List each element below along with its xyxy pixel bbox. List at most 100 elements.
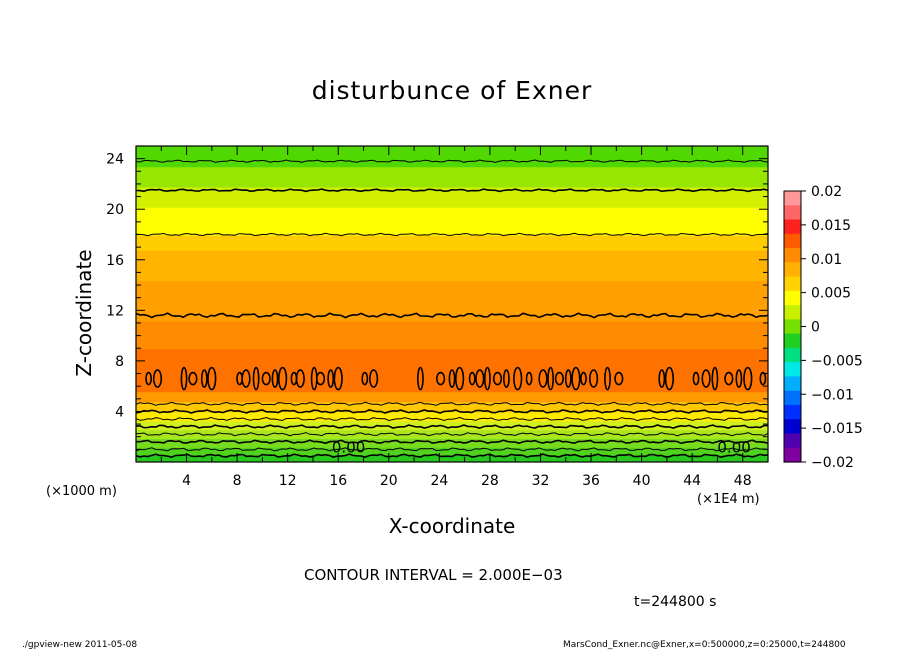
x-axis-ticks: 4 8 12 16 20 24 28 32 36 40 44 48 bbox=[135, 146, 769, 489]
contour-line-9 bbox=[136, 232, 768, 237]
colorbar-segment-2 bbox=[784, 219, 801, 235]
contour-line-1 bbox=[136, 447, 768, 452]
colorbar-segment-18 bbox=[784, 447, 801, 463]
closed-contour-22 bbox=[448, 369, 456, 388]
closed-contour-17 bbox=[333, 366, 343, 391]
closed-contour-3 bbox=[188, 371, 198, 386]
time-label: t=244800 s bbox=[634, 594, 717, 610]
colorbar-label: −0.015 bbox=[811, 421, 863, 437]
band-12 bbox=[136, 233, 768, 251]
contour-line-5 bbox=[136, 416, 768, 422]
y-tick-label: 20 bbox=[106, 202, 124, 218]
x-tick-label: 32 bbox=[532, 473, 550, 489]
closed-contour-46 bbox=[735, 369, 743, 388]
closed-contour-42 bbox=[692, 371, 700, 386]
closed-contour-26 bbox=[483, 366, 491, 391]
footer-right: MarsCond_Exner.nc@Exner,x=0:500000,z=0:2… bbox=[563, 640, 846, 650]
x-tick-label: 44 bbox=[683, 473, 701, 489]
closed-contour-28 bbox=[502, 369, 510, 388]
x-tick-label: 12 bbox=[279, 473, 297, 489]
x-tick-label: 48 bbox=[734, 473, 752, 489]
band-3 bbox=[136, 428, 768, 439]
closed-contour-32 bbox=[547, 366, 554, 391]
x-tick-label: 40 bbox=[633, 473, 651, 489]
band-11 bbox=[136, 248, 768, 281]
x-unit-note: (×1000 m) bbox=[46, 484, 117, 499]
band-2 bbox=[136, 436, 768, 448]
closed-contour-44 bbox=[711, 366, 719, 391]
x-tick-label: 20 bbox=[380, 473, 398, 489]
band-16 bbox=[136, 146, 768, 168]
closed-contour-20 bbox=[416, 366, 424, 391]
closed-contour-16 bbox=[327, 369, 335, 388]
closed-contours bbox=[145, 366, 767, 391]
contour-line-11 bbox=[136, 159, 768, 163]
contour-line-0 bbox=[136, 453, 768, 459]
colorbar-segment-14 bbox=[784, 390, 801, 406]
closed-contour-2 bbox=[180, 366, 188, 391]
colorbar-label: 0.005 bbox=[811, 286, 851, 302]
x-axis-label: X-coordinate bbox=[388, 514, 516, 538]
closed-contour-24 bbox=[468, 371, 476, 386]
x-tick-label: 4 bbox=[182, 473, 191, 489]
plot-frame bbox=[135, 145, 769, 463]
closed-contour-27 bbox=[492, 371, 503, 386]
contour-line-7 bbox=[136, 401, 768, 406]
colorbar-segment-0 bbox=[784, 191, 801, 206]
closed-contour-34 bbox=[564, 369, 572, 388]
y-tick-label: 8 bbox=[115, 354, 124, 370]
closed-contour-18 bbox=[361, 371, 369, 386]
closed-contour-29 bbox=[513, 366, 523, 391]
colorbar-segment-10 bbox=[784, 333, 801, 349]
y-axis-ticks: 4 8 12 16 20 24 bbox=[106, 145, 768, 463]
colorbar-segment-3 bbox=[784, 233, 801, 249]
closed-contour-19 bbox=[369, 369, 379, 388]
colorbar-segment-9 bbox=[784, 319, 801, 335]
colorbar-segment-17 bbox=[784, 433, 801, 449]
contour-label-0: 0.00 bbox=[332, 439, 365, 457]
colorbar-segment-12 bbox=[784, 362, 801, 378]
colorbar-segment-5 bbox=[784, 262, 801, 278]
contour-line-4 bbox=[136, 424, 768, 430]
closed-contour-38 bbox=[604, 366, 611, 391]
heatmap-bands bbox=[136, 146, 768, 462]
band-7 bbox=[136, 390, 768, 403]
colorbar-segment-7 bbox=[784, 290, 801, 306]
chart-title: disturbunce of Exner bbox=[311, 76, 593, 105]
colorbar: 0.02 0.015 0.01 0.005 0 −0.005 −0.01 −0.015 −0.0… bbox=[783, 184, 863, 471]
closed-contour-13 bbox=[295, 369, 305, 388]
y-tick-label: 24 bbox=[106, 152, 124, 168]
band-1 bbox=[136, 445, 768, 456]
contour-line-10 bbox=[136, 188, 768, 193]
closed-contour-8 bbox=[252, 366, 260, 391]
contour-line-8 bbox=[136, 312, 768, 319]
x-tick-label: 36 bbox=[582, 473, 600, 489]
colorbar-label: −0.01 bbox=[811, 387, 854, 403]
band-5 bbox=[136, 410, 768, 422]
colorbar-segment-4 bbox=[784, 248, 801, 263]
y-tick-label: 12 bbox=[106, 303, 124, 319]
closed-contour-23 bbox=[455, 366, 465, 391]
contour-line-2 bbox=[136, 439, 768, 445]
colorbar-label: −0.02 bbox=[811, 455, 854, 471]
closed-contour-47 bbox=[743, 366, 753, 391]
y-tick-label: 4 bbox=[115, 404, 124, 420]
colorbar-segment-8 bbox=[784, 305, 801, 320]
closed-contour-45 bbox=[724, 371, 734, 386]
colorbar-label: 0 bbox=[811, 320, 820, 336]
closed-contour-9 bbox=[261, 371, 271, 386]
closed-contour-33 bbox=[554, 371, 565, 386]
closed-contour-5 bbox=[207, 366, 217, 391]
closed-contour-43 bbox=[701, 369, 711, 388]
contour-line-3 bbox=[136, 432, 768, 437]
colorbar-segment-6 bbox=[784, 276, 801, 292]
band-0 bbox=[136, 453, 768, 462]
x-scale-note: (×1E4 m) bbox=[697, 492, 760, 507]
x-tick-label: 8 bbox=[233, 473, 242, 489]
x-tick-label: 24 bbox=[430, 473, 448, 489]
colorbar-segment-11 bbox=[784, 347, 801, 363]
closed-contour-15 bbox=[315, 371, 326, 386]
closed-contour-36 bbox=[580, 371, 587, 386]
closed-contour-41 bbox=[664, 366, 675, 391]
